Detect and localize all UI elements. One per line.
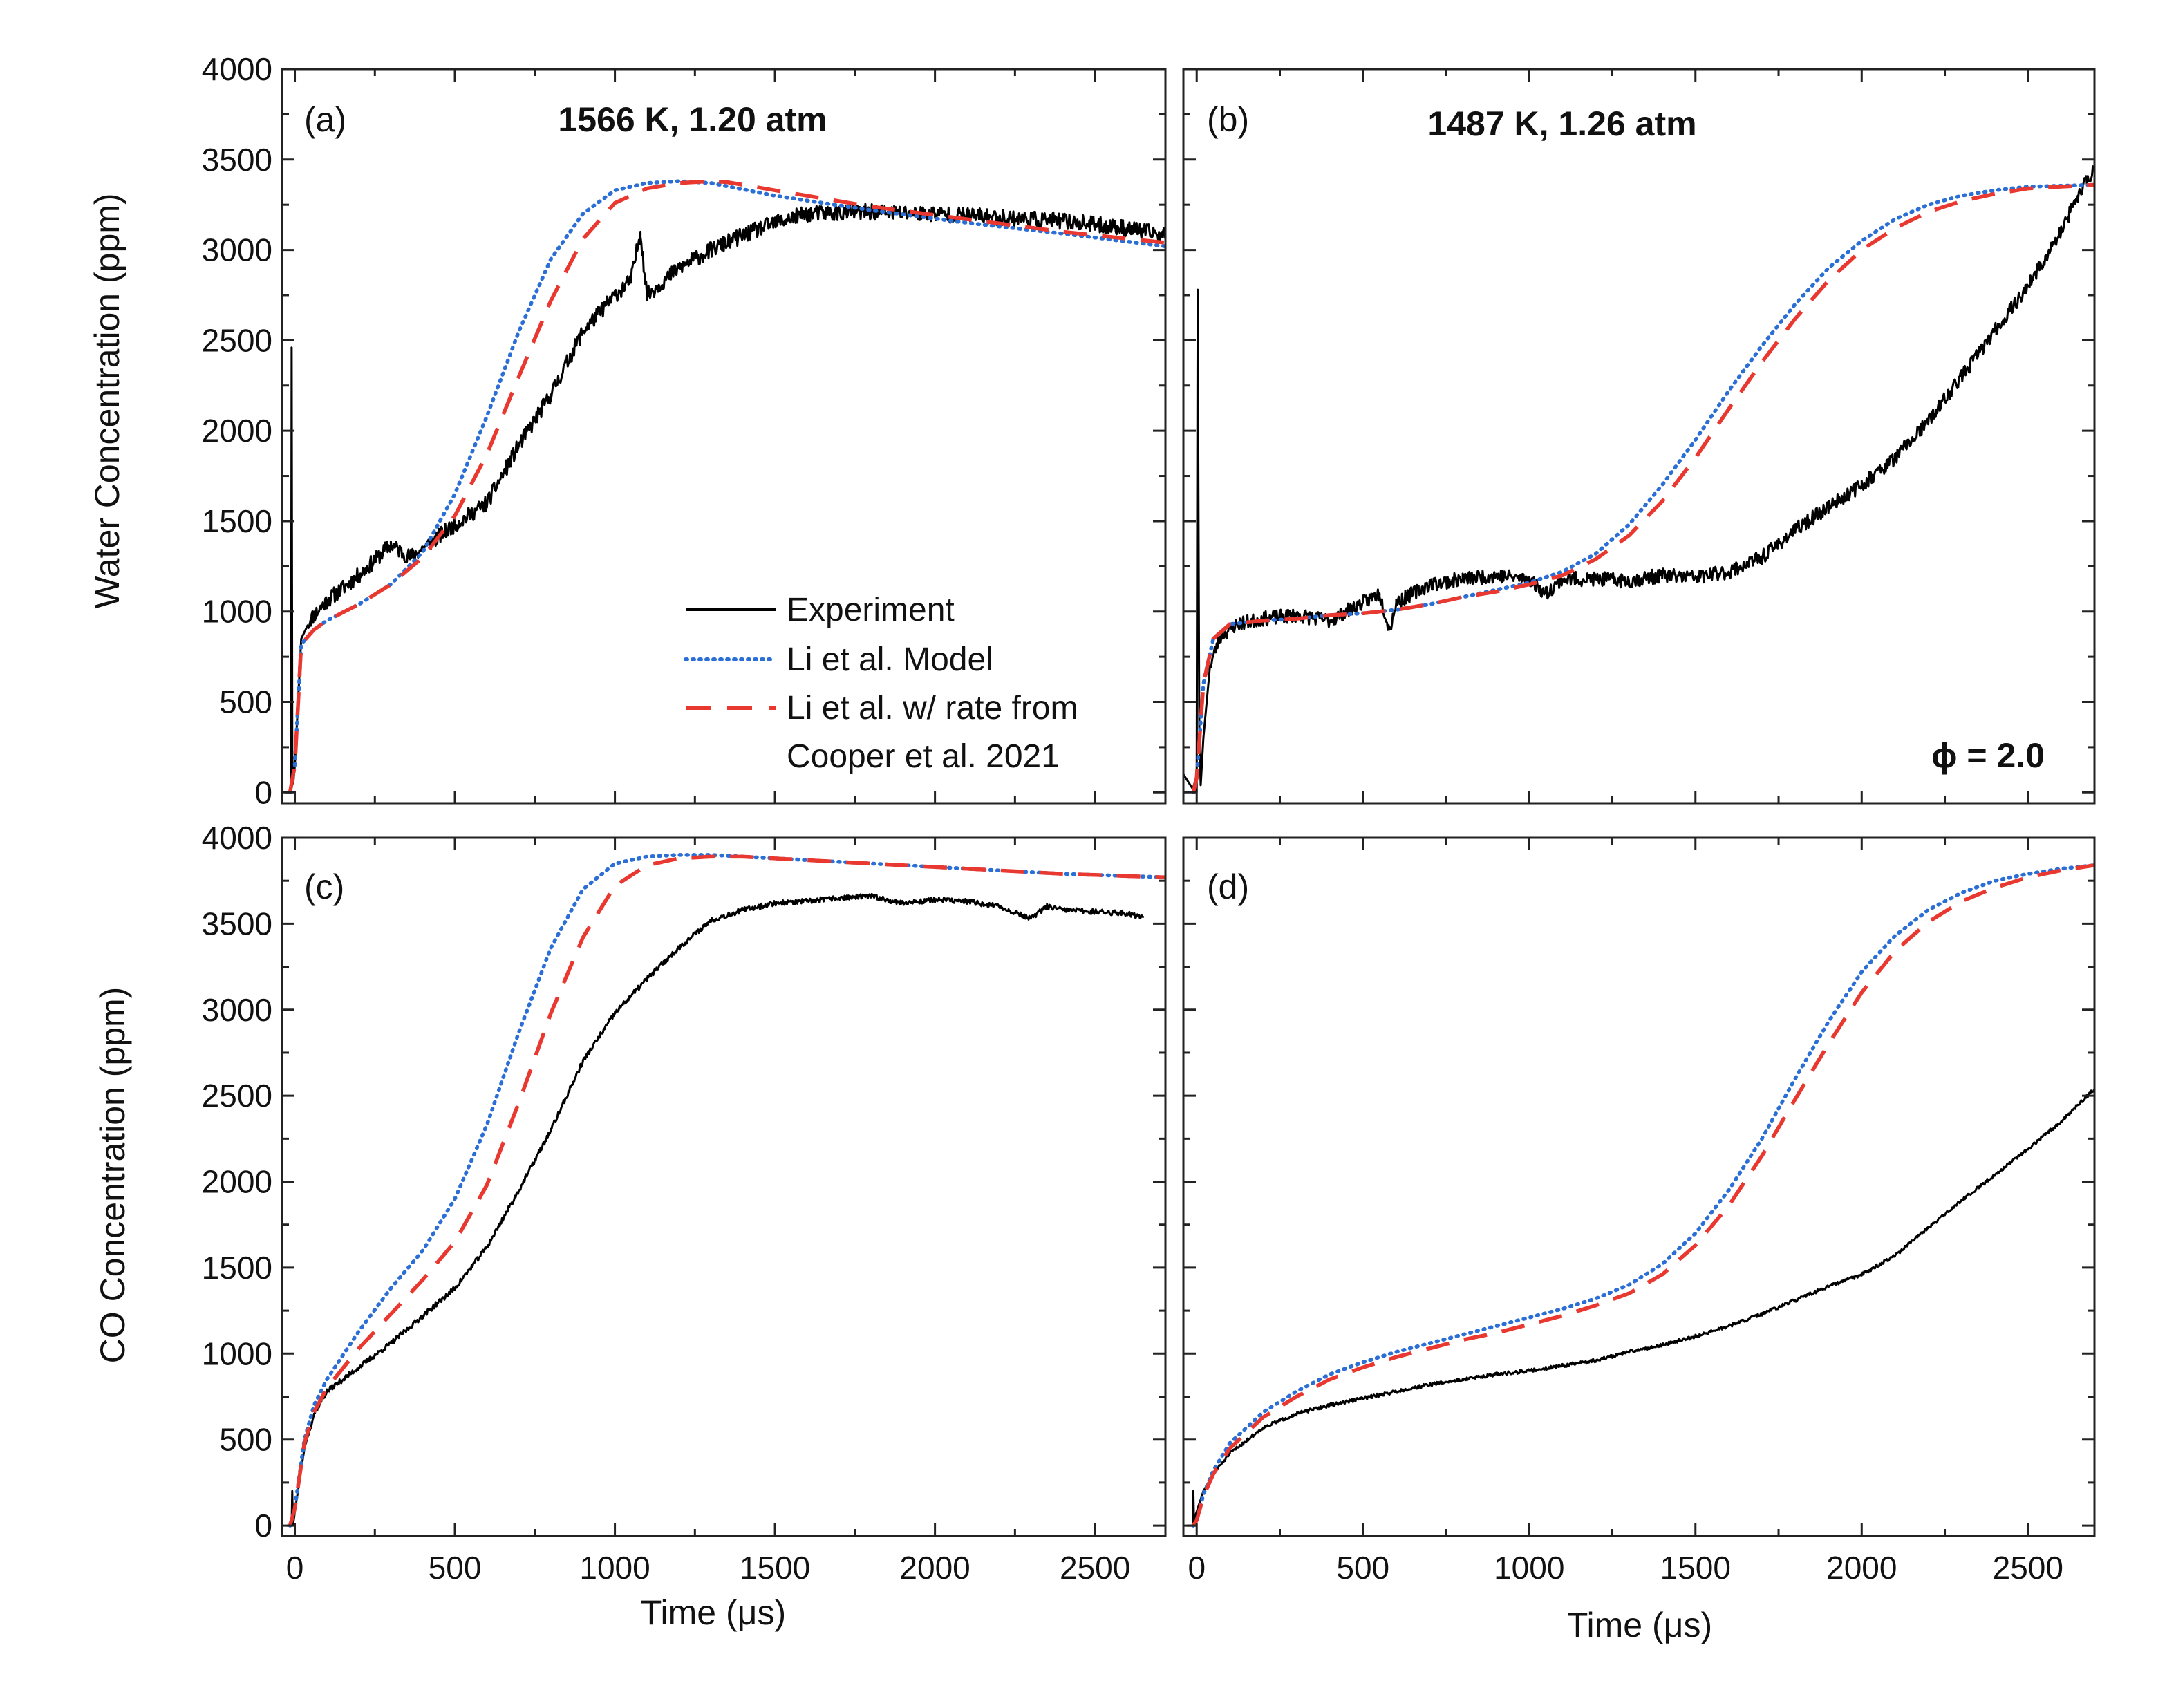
legend: Experiment Li et al. Model Li et al. w/ … [684, 592, 1078, 775]
x-tick-label-c: 500 [429, 1550, 482, 1586]
panel-c: 0 500 1000 1500 2000 2500 3000 3500 4000 0 500 1000… [202, 820, 1167, 1586]
legend-label-li-cooper-2: Cooper et al. 2021 [787, 738, 1060, 775]
panel-label-a: (a) [304, 100, 346, 139]
plot-frame-b [1182, 68, 2096, 805]
series-line-li-cooper-d [1192, 863, 2094, 1527]
series-group-d [1186, 863, 2094, 1528]
series-line-experiment-b [1183, 162, 2094, 794]
series-group-c [286, 853, 1165, 1528]
title-a: 1566 K, 1.20 atm [558, 100, 827, 139]
series-line-experiment-c [286, 892, 1145, 1527]
x-tick-label-c: 2500 [1060, 1550, 1130, 1586]
series-group-a [285, 179, 1165, 795]
ylabel-co: CO Concentration (ppm) [93, 987, 132, 1364]
y-tick-label-c: 0 [254, 1508, 272, 1543]
x-tick-label-d: 1000 [1494, 1550, 1564, 1586]
series-line-li-cooper-a [288, 179, 1165, 793]
ylabel-water: Water Concentration (ppm) [88, 193, 126, 608]
legend-label-experiment: Experiment [787, 592, 955, 628]
y-tick-label-a: 4000 [202, 51, 272, 87]
x-tick-label-d: 2500 [1993, 1550, 2063, 1586]
x-tick-label-c: 1000 [579, 1550, 650, 1586]
panel-label-b: (b) [1207, 100, 1249, 139]
y-tick-label-c: 3000 [202, 992, 272, 1028]
plot-frame-d [1182, 836, 2096, 1537]
series-line-li-model-d [1191, 863, 2094, 1528]
x-tick-label-d: 2000 [1826, 1550, 1897, 1586]
series-group-b [1183, 162, 2094, 795]
panel-label-d: (d) [1207, 867, 1249, 906]
x-tick-label-d: 1500 [1660, 1550, 1731, 1586]
plot-frame-c [281, 836, 1167, 1537]
panel-label-c: (c) [304, 867, 344, 906]
series-line-experiment-d [1186, 1087, 2094, 1527]
y-tick-label-a: 1500 [202, 503, 272, 539]
y-tick-label-a: 0 [254, 774, 272, 810]
xlabel-c: Time (μs) [641, 1593, 786, 1632]
legend-label-li-cooper-1: Li et al. w/ rate from [787, 690, 1078, 726]
x-tick-label-d: 500 [1336, 1550, 1389, 1586]
phi-annotation: ϕ = 2.0 [1931, 736, 2045, 775]
y-tick-label-c: 4000 [202, 820, 272, 856]
x-tick-label-c: 2000 [899, 1550, 970, 1586]
title-b: 1487 K, 1.26 atm [1427, 104, 1696, 143]
y-tick-label-a: 1000 [202, 594, 272, 630]
panel-a: 0 500 1000 1500 2000 2500 3000 3500 4000 [202, 51, 1167, 810]
y-tick-label-c: 1500 [202, 1250, 272, 1286]
x-tick-label-c: 1500 [740, 1550, 810, 1586]
legend-label-li-model: Li et al. Model [787, 641, 993, 678]
y-tick-label-a: 3500 [202, 142, 272, 178]
panel-b [1182, 68, 2096, 805]
plot-frame-a [281, 68, 1167, 805]
x-tick-label-d: 0 [1188, 1550, 1206, 1586]
y-tick-label-a: 500 [219, 684, 272, 720]
x-tick-label-c: 0 [286, 1550, 304, 1586]
y-tick-label-a: 2000 [202, 413, 272, 449]
series-line-li-cooper-b [1191, 182, 2094, 793]
y-tick-label-c: 500 [219, 1422, 272, 1458]
y-tick-label-c: 1000 [202, 1335, 272, 1371]
series-line-li-model-b [1191, 182, 2094, 795]
panel-d: 0 500 1000 1500 2000 2500 [1182, 836, 2096, 1586]
y-tick-label-a: 3000 [202, 232, 272, 268]
series-line-li-model-c [288, 853, 1165, 1528]
series-line-li-cooper-c [288, 854, 1165, 1526]
y-tick-label-c: 3500 [202, 905, 272, 941]
y-tick-label-c: 2000 [202, 1164, 272, 1200]
y-tick-label-c: 2500 [202, 1078, 272, 1114]
y-tick-label-a: 2500 [202, 322, 272, 358]
xlabel-d: Time (μs) [1567, 1606, 1712, 1644]
